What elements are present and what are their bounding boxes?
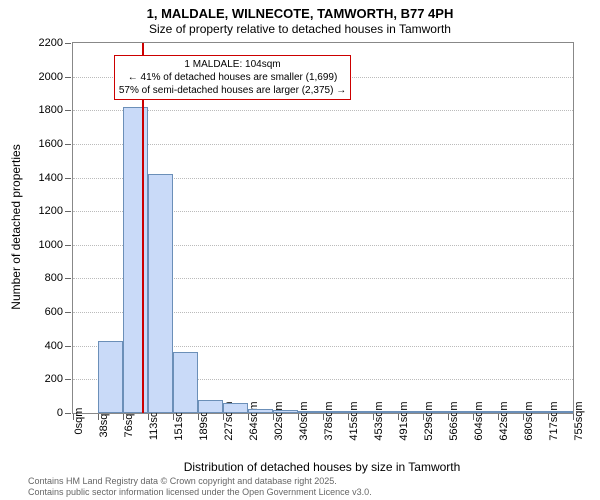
x-tick-label: 491sqm <box>398 401 410 440</box>
y-tick <box>65 211 71 212</box>
histogram-bar <box>498 411 523 413</box>
histogram-bar <box>348 411 373 413</box>
histogram-bar <box>98 341 123 413</box>
y-tick-label: 1800 <box>39 104 63 116</box>
y-tick-label: 1000 <box>39 239 63 251</box>
x-tick-label: 0sqm <box>73 408 85 435</box>
histogram-bar <box>248 409 273 413</box>
histogram-bar <box>273 410 298 413</box>
histogram-bar <box>473 411 498 413</box>
y-tick-label: 800 <box>45 272 63 284</box>
y-tick <box>65 346 71 347</box>
x-tick-label: 302sqm <box>273 401 285 440</box>
marker-annotation: 1 MALDALE: 104sqm← 41% of detached house… <box>114 55 351 100</box>
chart-title-sub: Size of property relative to detached ho… <box>0 22 600 36</box>
attribution-line2: Contains public sector information licen… <box>28 487 372 498</box>
x-tick-label: 604sqm <box>473 401 485 440</box>
histogram-bar <box>148 174 173 413</box>
x-tick-label: 755sqm <box>573 401 585 440</box>
y-tick-label: 1400 <box>39 172 63 184</box>
histogram-bar <box>123 107 148 413</box>
histogram-bar <box>423 411 448 413</box>
histogram-bar <box>523 411 548 413</box>
attribution-text: Contains HM Land Registry data © Crown c… <box>28 476 372 498</box>
histogram-bar <box>173 352 198 413</box>
x-tick-label: 717sqm <box>548 401 560 440</box>
histogram-bar <box>548 411 573 413</box>
y-tick-label: 0 <box>57 407 63 419</box>
annotation-title: 1 MALDALE: 104sqm <box>119 58 346 71</box>
histogram-chart: 1, MALDALE, WILNECOTE, TAMWORTH, B77 4PH… <box>0 0 600 500</box>
x-tick-label: 340sqm <box>298 401 310 440</box>
y-tick-label: 2200 <box>39 37 63 49</box>
histogram-bar <box>448 411 473 413</box>
annotation-line2: 57% of semi-detached houses are larger (… <box>119 84 346 97</box>
x-axis-label: Distribution of detached houses by size … <box>72 460 572 474</box>
y-tick <box>65 413 71 414</box>
gridline <box>73 110 573 111</box>
attribution-line1: Contains HM Land Registry data © Crown c… <box>28 476 372 487</box>
y-tick <box>65 245 71 246</box>
x-tick-label: 415sqm <box>348 401 360 440</box>
gridline <box>73 144 573 145</box>
y-tick-label: 1600 <box>39 138 63 150</box>
histogram-bar <box>398 411 423 413</box>
chart-title-main: 1, MALDALE, WILNECOTE, TAMWORTH, B77 4PH <box>0 6 600 21</box>
x-tick-label: 680sqm <box>523 401 535 440</box>
y-tick <box>65 144 71 145</box>
histogram-bar <box>373 411 398 413</box>
x-tick-label: 378sqm <box>323 401 335 440</box>
x-tick-label: 453sqm <box>373 401 385 440</box>
y-tick <box>65 77 71 78</box>
histogram-bar <box>323 411 348 413</box>
y-tick-label: 2000 <box>39 71 63 83</box>
plot-area: 0200400600800100012001400160018002000220… <box>72 42 574 414</box>
histogram-bar <box>198 400 223 413</box>
x-tick-label: 264sqm <box>248 401 260 440</box>
y-tick <box>65 312 71 313</box>
y-axis-label: Number of detached properties <box>9 144 23 309</box>
x-tick-label: 529sqm <box>423 401 435 440</box>
y-tick-label: 400 <box>45 340 63 352</box>
histogram-bar <box>223 403 248 413</box>
y-tick-label: 600 <box>45 306 63 318</box>
y-tick-label: 1200 <box>39 205 63 217</box>
y-tick <box>65 178 71 179</box>
annotation-line1: ← 41% of detached houses are smaller (1,… <box>119 71 346 84</box>
y-tick-label: 200 <box>45 373 63 385</box>
x-tick-label: 566sqm <box>448 401 460 440</box>
x-tick-label: 642sqm <box>498 401 510 440</box>
y-tick <box>65 278 71 279</box>
y-tick <box>65 43 71 44</box>
histogram-bar <box>298 411 323 413</box>
y-tick <box>65 110 71 111</box>
y-tick <box>65 379 71 380</box>
